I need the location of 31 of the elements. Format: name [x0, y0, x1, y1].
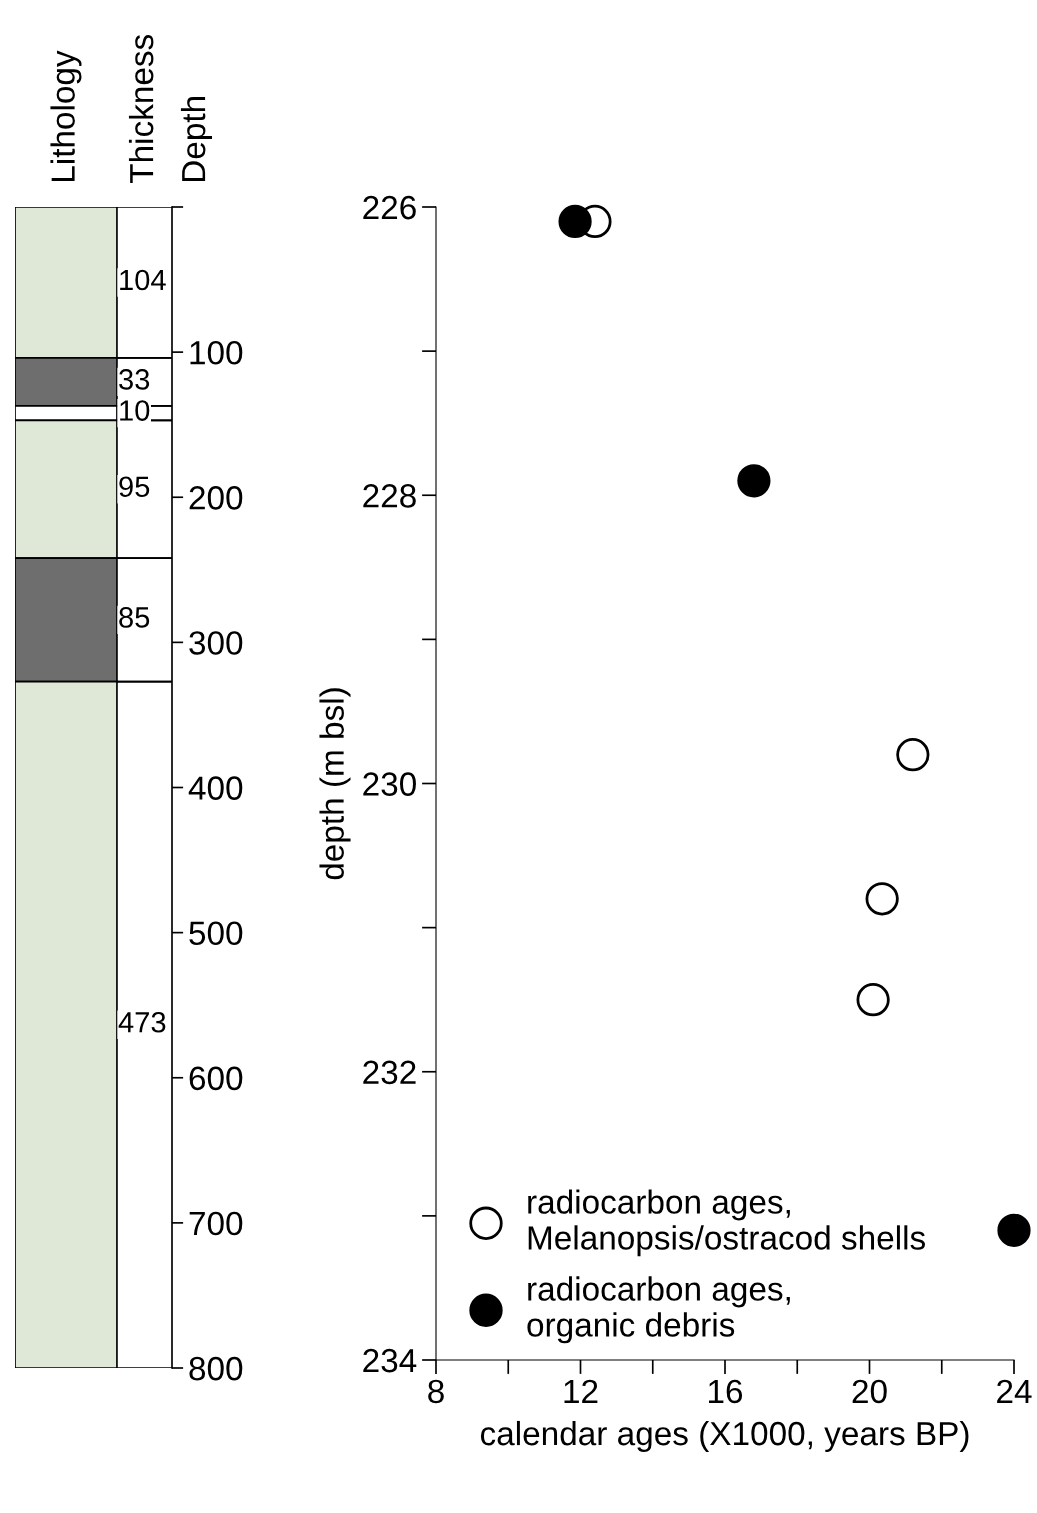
- y-tick-label: 226: [363, 195, 416, 220]
- y-tick-label: 232: [363, 1060, 416, 1085]
- data-label: 33: [119, 369, 150, 390]
- legend-label: radiocarbon ages, Melanopsis/ostracod shells: [528, 1189, 925, 1257]
- x-axis-title: calendar ages (X1000, years BP): [480, 1420, 969, 1453]
- y-tick-label: 100: [190, 340, 243, 365]
- y-axis-title: depth (m bsl): [319, 688, 351, 880]
- category-label: Lithology: [50, 50, 82, 182]
- x-tick-label: 12: [564, 1379, 598, 1403]
- x-tick-label: 8: [428, 1379, 444, 1404]
- y-tick-label: 230: [363, 772, 416, 796]
- y-tick-label: 234: [363, 1348, 417, 1373]
- x-tick-label: 24: [997, 1379, 1032, 1403]
- data-label: 10: [120, 400, 150, 421]
- data-label: 95: [119, 476, 150, 498]
- y-axis-title: Depth: [180, 96, 212, 182]
- text: Thickness: [128, 34, 154, 184]
- data-label: 473: [118, 1011, 166, 1033]
- legend-label: radiocarbon ages, organic debris: [527, 1276, 790, 1344]
- y-tick-label: 800: [189, 1356, 243, 1381]
- y-tick-label: 200: [189, 486, 243, 510]
- x-tick-label: 20: [852, 1379, 887, 1404]
- x-tick-label: 16: [709, 1379, 743, 1404]
- y-tick-label: 500: [189, 921, 243, 946]
- y-tick-label: 700: [189, 1211, 243, 1236]
- data-label: 104: [120, 269, 166, 291]
- y-tick-label: 600: [189, 1066, 243, 1091]
- y-tick-label: 300: [189, 631, 243, 655]
- y-tick-label: 400: [188, 776, 243, 800]
- y-tick-label: 228: [363, 484, 416, 508]
- data-label: 85: [119, 607, 150, 628]
